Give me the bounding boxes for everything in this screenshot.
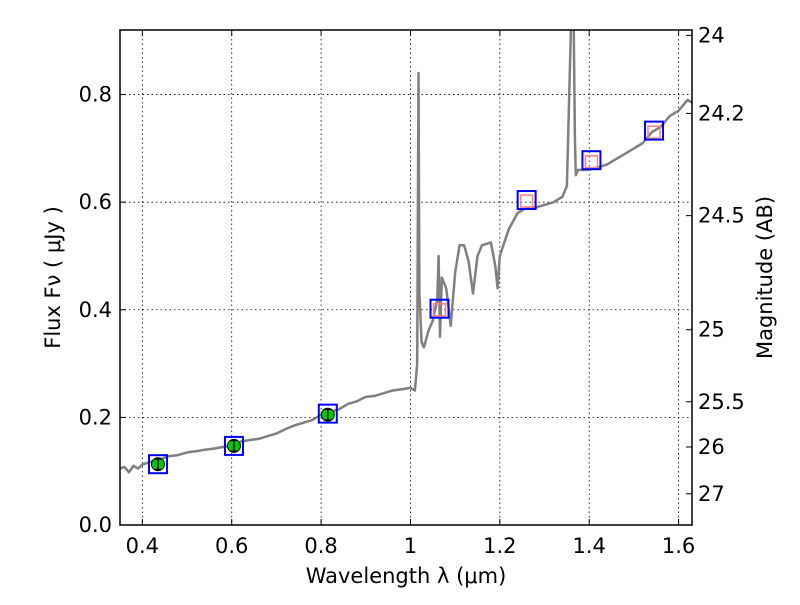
x-tick-label: 1.2 bbox=[483, 534, 516, 558]
open-photometry-point bbox=[432, 303, 447, 317]
right-tick-label: 24 bbox=[698, 23, 725, 47]
x-axis-label: Wavelength λ (μm) bbox=[306, 564, 507, 588]
right-y-axis-label: Magnitude (AB) bbox=[753, 196, 777, 359]
model-photometry-point bbox=[644, 120, 665, 141]
y-tick-label: 0.8 bbox=[79, 83, 112, 107]
right-tick-label: 25 bbox=[698, 318, 725, 342]
x-tick-label: 0.4 bbox=[126, 534, 159, 558]
open-photometry-point bbox=[519, 194, 534, 208]
x-tick-label: 0.6 bbox=[215, 534, 248, 558]
right-tick-label: 27 bbox=[698, 482, 725, 506]
marker-layer bbox=[147, 120, 665, 475]
right-tick-label: 24.2 bbox=[698, 101, 745, 125]
open-photometry-point bbox=[647, 125, 661, 139]
model-photometry-point bbox=[317, 403, 338, 424]
model-photometry-point bbox=[581, 150, 602, 171]
right-tick-label: 25.5 bbox=[698, 390, 745, 414]
model-photometry-point bbox=[516, 190, 537, 211]
y-tick-label: 0.0 bbox=[79, 513, 112, 537]
right-tick-label: 26 bbox=[698, 435, 725, 459]
model-photometry-point bbox=[429, 298, 450, 319]
open-photometry-point bbox=[584, 155, 599, 169]
plot-frame bbox=[119, 29, 693, 526]
model-photometry-point bbox=[147, 454, 168, 475]
y-tick-label: 0.6 bbox=[79, 190, 112, 214]
right-tick-label: 24.5 bbox=[698, 204, 745, 228]
x-tick-label: 0.8 bbox=[304, 534, 337, 558]
y-tick-label: 0.2 bbox=[79, 405, 112, 429]
model-photometry-point bbox=[223, 435, 244, 456]
ticks: 0.4 0.6 0.8 1 1.2 1.4 1.6 0.0 0.2 0.4 0.6 0.8 24 24.2… bbox=[79, 23, 745, 558]
y-axis-label: Flux Fν ( μJy ) bbox=[41, 206, 65, 349]
x-tick-label: 1.4 bbox=[573, 534, 606, 558]
x-tick-label: 1 bbox=[404, 534, 417, 558]
x-tick-label: 1.6 bbox=[662, 534, 695, 558]
grid bbox=[120, 30, 692, 525]
y-tick-label: 0.4 bbox=[79, 298, 112, 322]
